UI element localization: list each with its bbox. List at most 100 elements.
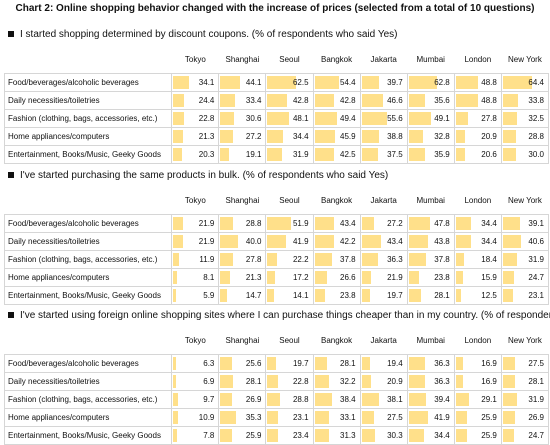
value-cell: 18.4 [453,250,502,269]
value-bar [361,271,372,284]
value-label: 21.9 [198,219,215,228]
value-label: 36.3 [434,377,450,386]
value-label: 14.1 [292,291,309,300]
value-cell: 62.8 [406,73,455,92]
value-label: 42.8 [292,96,309,105]
value-label: 48.8 [481,96,497,105]
value-cell: 27.8 [218,250,267,269]
value-bar [267,271,276,284]
value-cell: 10.9 [171,408,220,427]
value-bar [267,130,283,143]
value-label: 5.9 [203,291,215,300]
value-bar [314,289,326,302]
value-label: 41.9 [434,413,450,422]
value-bar [267,411,278,424]
value-bar [408,357,426,370]
square-bullet-icon [8,171,14,178]
chart-title: Chart 2: Online shopping behavior change… [15,3,535,14]
value-label: 11.9 [199,255,215,264]
value-label: 14.7 [245,291,262,300]
column-header-tokyo: Tokyo [184,336,206,345]
value-cell: 39.1 [500,214,550,233]
value-label: 27.2 [387,219,403,228]
value-cell: 26.6 [312,268,361,287]
value-cell: 31.9 [500,250,550,269]
column-header-tokyo: Tokyo [184,55,206,64]
value-label: 20.9 [387,377,403,386]
table-row: Daily necessities/toiletries 6.9 28.1 22.8 3… [3,372,550,391]
value-bar [502,411,515,424]
value-label: 16.9 [481,377,497,386]
value-label: 12.5 [481,291,497,300]
value-label: 26.9 [245,395,262,404]
value-bar [267,289,274,302]
value-bar [408,130,424,143]
value-label: 35.6 [434,96,450,105]
value-bar [314,253,332,266]
value-bar [455,393,469,406]
column-header-mumbai: Mumbai [416,336,445,345]
value-bar [502,112,518,125]
column-header-seoul: Seoul [279,55,300,64]
value-cell: 31.9 [265,145,314,164]
column-header-shanghai: Shanghai [225,196,260,205]
row-label: Daily necessities/toiletries [3,372,173,391]
value-bar [455,130,466,143]
value-bar [502,94,519,107]
value-label: 30.0 [528,150,544,159]
value-bar [267,429,278,442]
value-bar [408,253,426,266]
value-bar [455,94,478,107]
value-cell: 23.1 [265,408,314,427]
value-cell: 35.9 [406,145,455,164]
value-bar [220,253,233,266]
value-cell: 23.4 [265,426,314,445]
value-bar [173,289,176,302]
value-bar [455,253,465,266]
value-label: 37.8 [340,255,356,264]
value-label: 35.3 [245,413,262,422]
value-label: 34.1 [198,78,215,87]
value-label: 34.4 [292,132,309,141]
column-header-bangkok: Bangkok [321,55,353,64]
value-bar [502,357,516,370]
value-bar [267,217,291,230]
value-label: 39.4 [434,395,450,404]
value-label: 28.8 [245,219,262,228]
value-cell: 28.1 [500,372,550,391]
table-row: Entertainment, Books/Music, Geeky Goods 2… [3,145,550,164]
value-bar [361,76,380,89]
square-bullet-icon [8,311,14,318]
value-label: 49.1 [434,114,450,123]
value-cell: 42.8 [312,91,361,110]
value-cell: 34.4 [265,127,314,146]
section-title: I've started purchasing the same product… [4,170,550,181]
value-label: 42.2 [340,237,356,246]
value-label: 40.6 [528,237,544,246]
value-label: 36.3 [434,359,450,368]
value-label: 31.9 [292,150,309,159]
value-bar [173,148,183,161]
value-cell: 39.7 [359,73,408,92]
row-label: Food/beverages/alcoholic beverages [3,214,173,233]
value-label: 23.8 [434,273,450,282]
value-label: 27.8 [245,255,262,264]
value-bar [361,112,387,125]
table-row: Daily necessities/toiletries 21.9 40.0 41.9… [3,232,550,251]
value-cell: 38.8 [359,127,408,146]
value-bar [361,393,379,406]
column-header-london: London [464,55,492,64]
value-label: 22.8 [198,114,215,123]
value-label: 26.9 [528,413,544,422]
value-cell: 37.5 [359,145,408,164]
value-bar [173,130,183,143]
column-header-jakarta: Jakarta [370,196,397,205]
value-cell: 22.8 [265,372,314,391]
value-bar [361,148,379,161]
value-bar [173,253,179,266]
value-cell: 41.9 [265,232,314,251]
section-title: I started shopping determined by discoun… [4,29,550,40]
value-bar [267,148,282,161]
value-bar [361,94,383,107]
value-cell: 21.3 [218,268,267,287]
